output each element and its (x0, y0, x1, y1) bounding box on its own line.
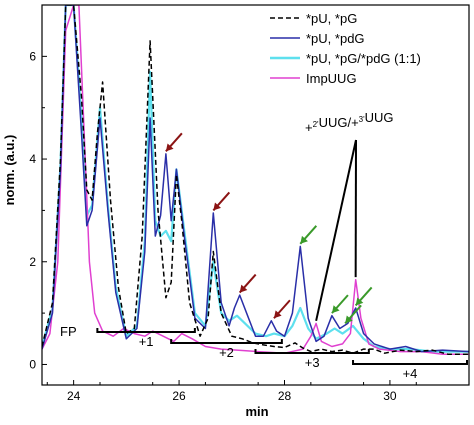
fp-label: FP (60, 324, 77, 339)
uug-label-part: UUG (365, 110, 394, 125)
red-arrow-head (273, 310, 282, 319)
plot-area (42, 5, 469, 355)
uug-label-part: 2' (313, 120, 319, 129)
y-tick-label: 6 (29, 49, 36, 63)
red-arrow-head (239, 284, 248, 293)
y-tick-label: 2 (29, 255, 36, 269)
legend-label-3: ImpUUG (306, 71, 357, 86)
plot-frame (41, 4, 470, 386)
fragment-bracket-label: +2 (219, 345, 234, 360)
fragment-bracket-label: +3 (305, 355, 320, 370)
series-line-0 (42, 5, 469, 355)
series-line-1 (42, 5, 469, 353)
green-arrow-head (345, 315, 353, 324)
green-arrow-head (355, 297, 364, 306)
fragment-bracket-label: +1 (139, 334, 154, 349)
fragment-bracket (352, 360, 468, 365)
red-arrow-head (165, 143, 174, 152)
legend-label-2: *pU, *pG/*pdG (1:1) (306, 51, 421, 66)
fragment-bracket (96, 328, 196, 333)
x-tick-label: 26 (172, 389, 186, 403)
y-tick-label: 4 (29, 152, 36, 166)
legend: *pU, *pG *pU, *pdG *pU, *pG/*pdG (1:1) ImpU… (270, 11, 421, 86)
legend-label-0: *pU, *pG (306, 11, 357, 26)
uug-pointer-line (315, 139, 357, 322)
uug-label: +2'UUG/+3'UUG (305, 110, 394, 135)
x-tick-label: 28 (278, 389, 292, 403)
red-arrow-head (213, 202, 221, 211)
fragment-bracket-label: +4 (403, 366, 418, 381)
x-tick-label: 24 (67, 389, 81, 403)
legend-label-1: *pU, *pdG (306, 31, 365, 46)
green-arrow-head (300, 235, 308, 244)
uug-label-part: + (305, 120, 313, 135)
y-axis-title: norm. (a.u.) (2, 135, 17, 206)
annotations: +1 +2 +3 +4 FP +2'UUG/+3'UUG (60, 110, 468, 381)
uug-label-part: UUG/+ (319, 115, 359, 130)
x-axis-title: min (245, 404, 268, 419)
fragment-bracket (254, 349, 370, 354)
green-arrow-head (331, 305, 340, 314)
fragment-bracket (170, 339, 283, 344)
x-tick-label: 30 (383, 389, 397, 403)
uug-label-part: 3' (359, 115, 365, 124)
y-tick-label: 0 (29, 357, 36, 371)
